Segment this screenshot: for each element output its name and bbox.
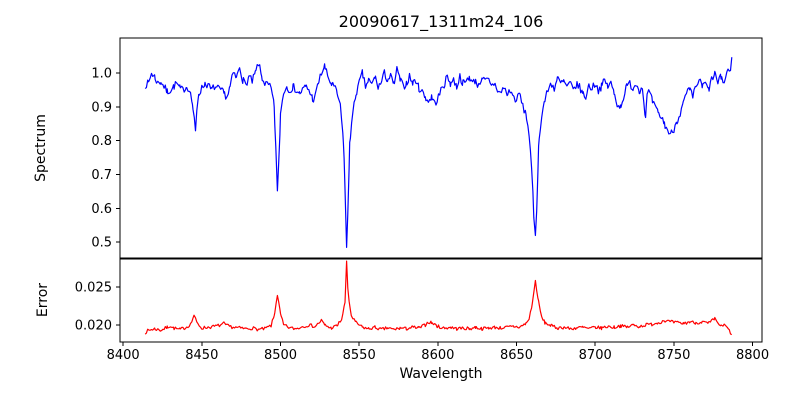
error-y-tick-label: 0.025 bbox=[75, 280, 112, 295]
x-tick-label: 8650 bbox=[500, 348, 533, 363]
x-tick-label: 8750 bbox=[657, 348, 690, 363]
x-tick-label: 8450 bbox=[185, 348, 218, 363]
spectrum-y-tick-label: 0.6 bbox=[91, 202, 112, 217]
x-tick-label: 8550 bbox=[343, 348, 376, 363]
x-tick-label: 8400 bbox=[107, 348, 140, 363]
spectrum-panel-border bbox=[119, 37, 763, 259]
spectrum-y-tick-label: 0.9 bbox=[91, 100, 112, 115]
x-tick-label: 8500 bbox=[264, 348, 297, 363]
spectrum-y-tick-label: 0.8 bbox=[91, 134, 112, 149]
chart-title: 20090617_1311m24_106 bbox=[338, 12, 544, 31]
x-tick-label: 8700 bbox=[579, 348, 612, 363]
spectrum-y-tick-label: 1.0 bbox=[91, 67, 112, 82]
x-tick-label: 8800 bbox=[736, 348, 769, 363]
error-y-tick-label: 0.020 bbox=[75, 318, 112, 333]
x-tick-label: 8600 bbox=[421, 348, 454, 363]
spectrum-y-tick-label: 0.7 bbox=[91, 168, 112, 183]
spectrum-y-tick-label: 0.5 bbox=[91, 236, 112, 251]
spectrum-line bbox=[144, 57, 733, 248]
error-panel-border bbox=[119, 258, 763, 343]
x-axis-label: Wavelength bbox=[399, 366, 483, 382]
error-line bbox=[144, 260, 733, 336]
